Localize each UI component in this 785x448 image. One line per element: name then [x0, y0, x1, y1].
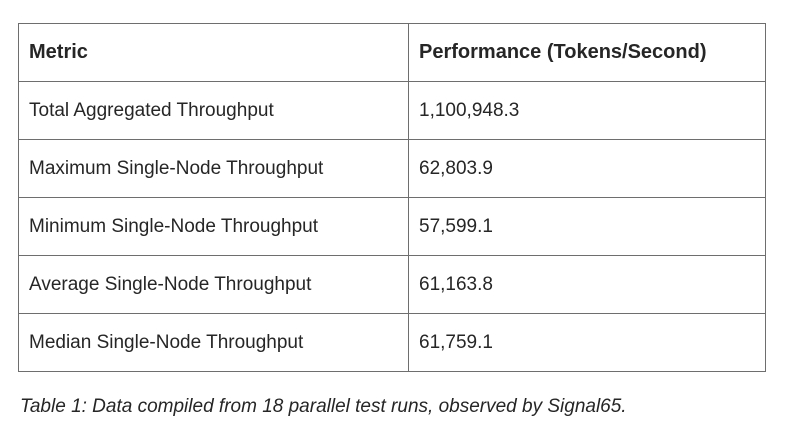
table-cell-metric: Median Single-Node Throughput	[18, 313, 409, 372]
performance-table: Metric Performance (Tokens/Second) Total…	[18, 23, 766, 372]
table-cell-value: 1,100,948.3	[408, 81, 766, 140]
table-row: Median Single-Node Throughput 61,759.1	[18, 313, 766, 372]
column-header-metric: Metric	[18, 23, 409, 82]
table-cell-metric: Minimum Single-Node Throughput	[18, 197, 409, 256]
table-cell-value: 62,803.9	[408, 139, 766, 198]
table-row: Maximum Single-Node Throughput 62,803.9	[18, 139, 766, 198]
table-cell-metric: Total Aggregated Throughput	[18, 81, 409, 140]
table-row: Minimum Single-Node Throughput 57,599.1	[18, 197, 766, 256]
table-cell-value: 61,759.1	[408, 313, 766, 372]
table-cell-value: 57,599.1	[408, 197, 766, 256]
table-row: Total Aggregated Throughput 1,100,948.3	[18, 81, 766, 140]
table-cell-metric: Average Single-Node Throughput	[18, 255, 409, 314]
table-cell-value: 61,163.8	[408, 255, 766, 314]
table-caption: Table 1: Data compiled from 18 parallel …	[20, 396, 627, 417]
table-row: Average Single-Node Throughput 61,163.8	[18, 255, 766, 314]
table-header-row: Metric Performance (Tokens/Second)	[18, 23, 766, 82]
column-header-performance: Performance (Tokens/Second)	[408, 23, 766, 82]
table-cell-metric: Maximum Single-Node Throughput	[18, 139, 409, 198]
